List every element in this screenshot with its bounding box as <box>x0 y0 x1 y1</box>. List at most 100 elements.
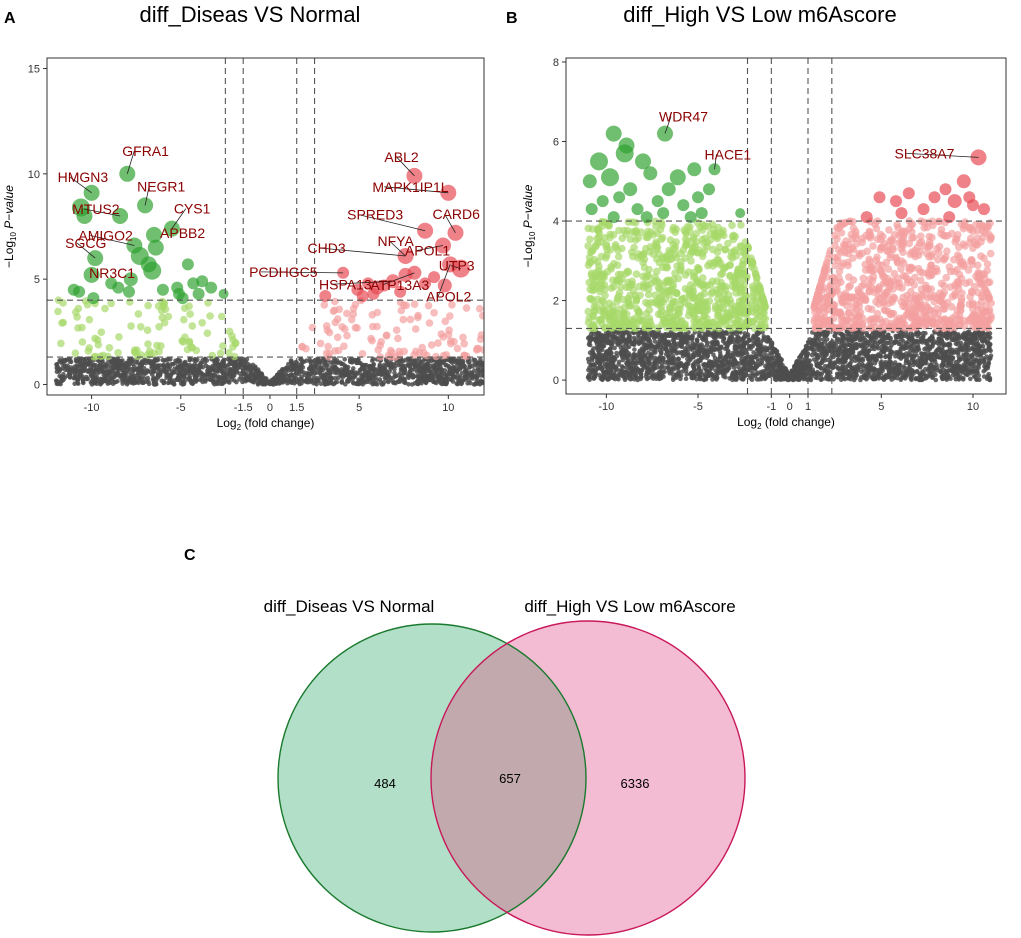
point-ns <box>399 373 405 379</box>
point-ns <box>450 379 456 384</box>
point-ns <box>121 375 127 381</box>
point-ns <box>920 335 925 341</box>
gene-label: ABL2 <box>384 149 418 165</box>
point-ns <box>293 370 299 376</box>
point-weak <box>186 310 194 318</box>
point-ns <box>822 363 828 369</box>
point-ns <box>266 381 272 386</box>
point-ns <box>804 353 810 359</box>
point-ns <box>337 360 343 365</box>
point-ns <box>125 367 131 372</box>
point-ns <box>225 356 231 362</box>
point-ns <box>912 353 917 359</box>
point-ns <box>977 357 983 363</box>
point-weak <box>155 323 163 331</box>
point-ns <box>649 332 655 337</box>
point-ns <box>585 356 591 362</box>
point-ns <box>289 373 295 378</box>
point-ns <box>406 362 411 368</box>
point-ns <box>250 378 255 384</box>
point-ns <box>363 379 368 385</box>
point-ns <box>162 369 168 375</box>
gene-label: HSPA13 <box>319 276 372 292</box>
point-ns <box>182 375 187 380</box>
point-ns <box>616 362 621 367</box>
point-ns <box>447 368 453 374</box>
point-ns <box>690 352 696 357</box>
point-ns <box>987 331 993 336</box>
point-weak <box>54 307 62 316</box>
point-weak <box>476 335 484 343</box>
point-ns <box>412 360 417 366</box>
x-tick-label: -5 <box>176 402 186 414</box>
point-ns <box>887 358 892 363</box>
point-weak <box>394 334 402 343</box>
point-ns <box>595 357 600 362</box>
points-layer <box>582 125 995 383</box>
point-significant <box>367 287 380 300</box>
point-ns <box>207 373 213 378</box>
point-ns <box>230 369 236 375</box>
point-ns <box>920 340 925 345</box>
point-ns <box>641 360 647 366</box>
point-ns <box>684 371 689 377</box>
point-ns <box>912 360 917 366</box>
point-ns <box>191 357 197 363</box>
point-ns <box>221 359 226 365</box>
point-ns <box>363 367 368 372</box>
point-ns <box>161 380 167 386</box>
point-ns <box>856 342 861 348</box>
point-ns <box>971 374 977 379</box>
point-ns <box>89 368 95 373</box>
point-ns <box>439 381 445 387</box>
point-ns <box>367 372 373 377</box>
point-weak <box>160 299 168 307</box>
label-leader <box>319 247 406 257</box>
point-significant <box>87 292 100 305</box>
point-ns <box>54 366 60 372</box>
point-ns <box>952 369 957 375</box>
point-weak <box>217 312 226 321</box>
point-ns <box>379 382 385 387</box>
point-ns <box>85 368 90 374</box>
point-ns <box>75 381 81 386</box>
gene-label: NR3C1 <box>89 265 135 281</box>
point-ns <box>442 371 448 377</box>
point-ns <box>930 364 935 370</box>
point-ns <box>359 374 364 379</box>
point-ns <box>54 362 60 367</box>
point-ns <box>397 379 402 385</box>
point-ns <box>478 357 483 363</box>
point-ns <box>841 375 846 381</box>
point-ns <box>959 343 964 348</box>
point-ns <box>103 370 109 376</box>
point-ns <box>303 372 308 378</box>
point-ns <box>778 357 783 362</box>
point-ns <box>375 368 380 374</box>
point-weak <box>204 299 212 307</box>
point-weak <box>188 322 197 330</box>
point-ns <box>891 375 897 381</box>
point-ns <box>288 358 294 363</box>
point-ns <box>763 363 768 369</box>
point-weak <box>316 339 325 348</box>
point-ns <box>460 358 466 364</box>
point-weak <box>127 322 135 330</box>
point-ns <box>692 367 697 372</box>
volcano-plot-a: A diff_Diseas VS Normal -10 -5 -1.5 0 1.5 5 10… <box>2 2 485 432</box>
point-ns <box>925 374 931 380</box>
label-leader <box>396 156 415 177</box>
point-ns <box>801 376 806 382</box>
label-leader <box>437 264 451 297</box>
point-ns <box>364 362 369 368</box>
chart-title-b: diff_High VS Low m6Ascore <box>623 2 897 27</box>
point-weak <box>114 349 122 357</box>
point-ns <box>72 381 77 387</box>
point-ns <box>295 378 300 383</box>
point-ns <box>951 350 957 355</box>
point-ns <box>331 369 337 375</box>
point-ns <box>840 332 846 338</box>
point-ns <box>865 375 870 380</box>
point-weak <box>325 349 334 358</box>
